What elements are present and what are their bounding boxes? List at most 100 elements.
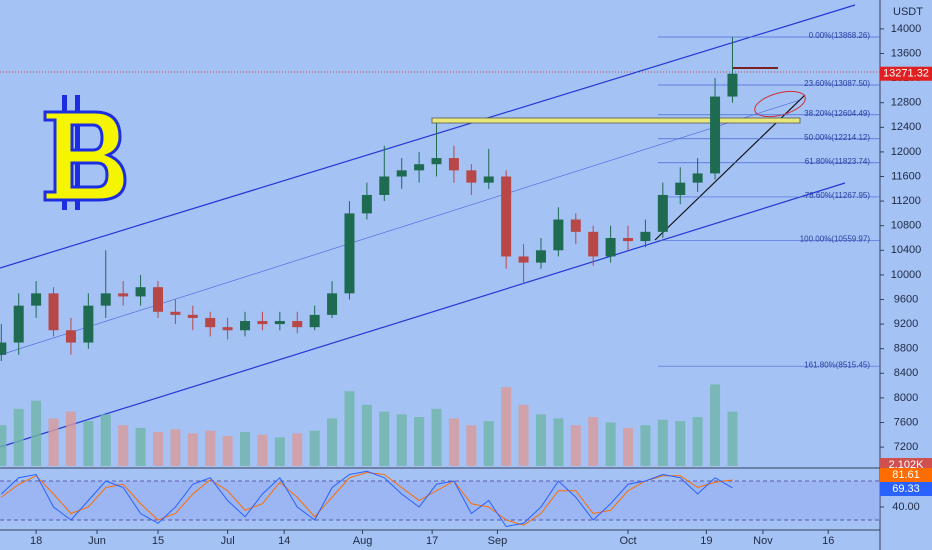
channel-mid [0, 99, 801, 356]
candle-body [657, 194, 668, 232]
candle-body [100, 293, 111, 306]
volume-bar [466, 425, 477, 466]
volume-bar [309, 430, 320, 466]
fib-label: 78.60%(11267.95) [805, 191, 871, 200]
y-tick-label: 11600 [891, 170, 921, 182]
channel-lower [0, 182, 846, 448]
candle-body [240, 321, 251, 331]
volume-bar [640, 425, 651, 466]
volume-bar [414, 417, 425, 466]
volume-bar [292, 433, 303, 466]
candle-body [396, 170, 407, 177]
volume-bar [0, 425, 7, 466]
volume-bar [222, 436, 233, 466]
candle-body [379, 176, 390, 195]
fib-label: 23.60%(13087.50) [804, 79, 870, 88]
candle-body [257, 321, 268, 325]
volume-bar [240, 432, 251, 466]
candle-body [13, 305, 24, 343]
candle-body [65, 330, 76, 343]
volume-bar [205, 430, 216, 466]
stoch-line [0, 470, 733, 528]
unit-label: USDT [893, 6, 923, 18]
candle-body [640, 231, 651, 242]
candle-body [135, 287, 146, 297]
y-tick-label: 12800 [891, 97, 922, 109]
volume-bar [83, 421, 94, 466]
x-tick-label: Jul [221, 535, 235, 547]
x-tick-label: 19 [700, 535, 712, 547]
candle-body [187, 314, 198, 318]
fib-label: 161.80%(8515.45) [804, 360, 870, 369]
stoch-k-last: 69.33 [892, 483, 920, 495]
candle-body [152, 287, 163, 312]
fib-label: 50.00%(12214.12) [804, 133, 870, 142]
stoch-k-last-bg [880, 482, 932, 496]
y-tick-label: 12400 [891, 121, 922, 133]
y-tick-label: 8000 [894, 392, 918, 404]
candle-body [692, 173, 703, 183]
candle-body [31, 293, 42, 306]
fib-label: 0.00%(13868.26) [809, 31, 871, 40]
candle-body [466, 170, 477, 183]
volume-bar [553, 418, 564, 466]
candle-body [344, 213, 355, 294]
volume-bar [13, 408, 24, 466]
candle-body [501, 176, 512, 257]
y-tick-label: 10800 [891, 220, 922, 232]
stoch-tick-label: 40.00 [892, 501, 920, 513]
candle-body [361, 194, 372, 214]
volume-bar [623, 427, 634, 466]
resistance-zone [431, 117, 801, 124]
last-volume: 2.102K [889, 459, 925, 471]
candle-body [675, 182, 686, 195]
volume-bar [483, 421, 494, 466]
volume-bar [31, 400, 42, 466]
volume-bar [100, 414, 111, 466]
candle-body [48, 293, 59, 331]
volume-bar [657, 419, 668, 466]
y-tick-label: 7200 [894, 441, 918, 453]
y-tick-label: 11200 [891, 195, 921, 207]
y-tick-label: 9600 [894, 293, 918, 305]
x-tick-label: 15 [152, 535, 164, 547]
volume-bar [518, 404, 529, 466]
y-tick-label: 8400 [894, 367, 918, 379]
y-tick-label: 12000 [891, 146, 922, 158]
x-tick-label: Oct [619, 535, 636, 547]
y-tick-label: 8800 [894, 343, 918, 355]
volume-bar [605, 422, 616, 466]
fib-label: 100.00%(10559.97) [800, 235, 871, 244]
volume-bar [187, 433, 198, 466]
candle-body [170, 311, 181, 315]
candle-body [292, 321, 303, 328]
candle-body [535, 250, 546, 263]
stoch-d-last-bg [880, 468, 932, 482]
candle-body [483, 176, 494, 183]
candle-body [553, 219, 564, 251]
candle-body [431, 158, 442, 165]
volume-bar [327, 418, 338, 466]
y-tick-label: 9200 [894, 318, 918, 330]
candle-body [327, 293, 338, 315]
channel-upper [0, 4, 856, 269]
candle-body [309, 314, 320, 328]
volume-bar [396, 414, 407, 466]
candle-body [727, 73, 738, 97]
candle-body [710, 96, 721, 174]
candle-body [222, 327, 233, 331]
volume-bar [431, 408, 442, 466]
y-tick-label: 10000 [891, 269, 922, 281]
volume-bar [118, 425, 129, 466]
fib-label: 38.20%(12604.49) [804, 109, 870, 118]
y-tick-label: 7600 [894, 416, 918, 428]
volume-bar [727, 411, 738, 466]
last-price-bg [880, 66, 932, 81]
volume-bar [135, 427, 146, 466]
volume-bar [675, 421, 686, 466]
fib-label: 61.80%(11823.74) [805, 157, 871, 166]
x-tick-label: Aug [353, 535, 373, 547]
candle-body [623, 237, 634, 242]
volume-bar [710, 384, 721, 466]
